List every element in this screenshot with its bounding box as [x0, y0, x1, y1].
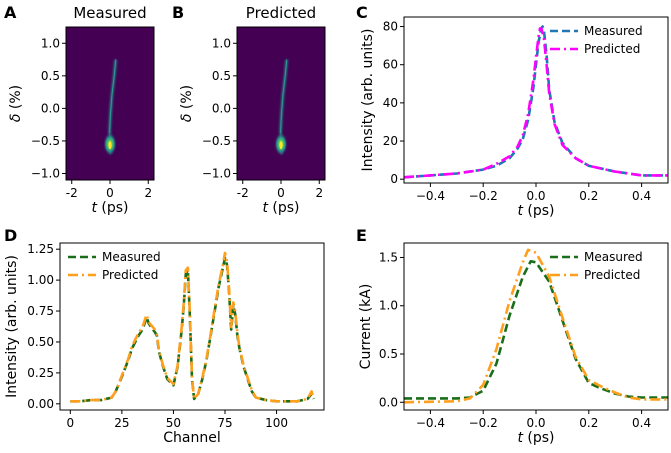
panel-letter-a: A — [4, 3, 17, 22]
x-tick-label: -2 — [66, 186, 78, 200]
y-tick-label: −0.5 — [31, 134, 60, 148]
panel-letter-b: B — [172, 3, 184, 22]
x-tick-label: −0.2 — [469, 189, 498, 203]
panel-b-heatmap: -2 0 2 −1.0 −0.5 0.0 0.5 1.0 t (ps) δ (%) — [179, 26, 326, 216]
y-tick-label: 1.5 — [379, 250, 398, 264]
panel-a-heatmap: -2 0 2 −1.0 −0.5 0.0 0.5 1.0 t (ps) δ (%) — [8, 26, 155, 216]
x-tick-label: -2 — [237, 186, 249, 200]
panel-e-line-chart: −0.4 −0.2 0.0 0.2 0.4 0.0 0.5 1.0 1.5 t (ps) Curre… — [358, 242, 669, 446]
y-tick-label: 1.25 — [27, 242, 54, 256]
x-tick-label: 2 — [315, 186, 323, 200]
panel-d-line-chart: 0 25 50 75 100 0.00 0.25 0.50 0.75 1.00 1.25 Channe… — [4, 242, 325, 446]
legend-label-predicted: Predicted — [102, 268, 158, 282]
x-tick-label: 0.2 — [579, 189, 598, 203]
y-tick-label: 0.5 — [41, 69, 60, 83]
y-tick-label: 1.0 — [41, 36, 60, 50]
heatmap-background — [237, 27, 325, 180]
x-tick-label: 0.4 — [632, 416, 651, 430]
x-tick-label: −0.2 — [469, 416, 498, 430]
x-tick-label: 100 — [265, 416, 288, 430]
series-line-predicted — [404, 248, 668, 404]
y-axis-label: δ (%) — [179, 85, 195, 122]
y-tick-label: 1.0 — [212, 36, 231, 50]
heatmap-background — [66, 27, 154, 180]
beam-core — [108, 141, 112, 150]
y-axis-label: Intensity (arb. units) — [4, 255, 20, 398]
plot-frame — [403, 16, 669, 184]
x-axis-label: t (ps) — [517, 203, 554, 219]
panel-letter-e: E — [356, 226, 367, 245]
legend-label-measured: Measured — [584, 250, 643, 264]
y-axis-label: δ (%) — [8, 85, 24, 122]
x-axis-label: t (ps) — [91, 200, 128, 216]
panel-b-title: Predicted — [246, 4, 316, 22]
plot-frame — [59, 242, 325, 411]
y-tick-label: 0.00 — [27, 397, 54, 411]
series-line-predicted — [404, 27, 668, 179]
y-axis-label: Intensity (arb. units) — [360, 29, 376, 172]
plot-frame — [65, 26, 155, 181]
legend-label-measured: Measured — [584, 24, 643, 38]
beam-core — [279, 141, 283, 150]
series-line-predicted — [70, 251, 315, 403]
y-tick-label: 0.0 — [41, 101, 60, 115]
y-tick-label: 0.75 — [27, 304, 54, 318]
y-tick-label: 1.0 — [379, 299, 398, 313]
y-tick-label: 0.0 — [212, 101, 231, 115]
y-tick-label: −1.0 — [31, 166, 60, 180]
panel-letter-d: D — [4, 226, 17, 245]
x-tick-label: −0.4 — [416, 189, 445, 203]
y-tick-label: 0.50 — [27, 335, 54, 349]
y-tick-label: 80 — [383, 20, 398, 34]
x-axis-label: t (ps) — [262, 200, 299, 216]
y-tick-label: −1.0 — [202, 166, 231, 180]
legend-label-measured: Measured — [102, 250, 161, 264]
legend-label-predicted: Predicted — [584, 268, 640, 282]
plot-frame — [236, 26, 326, 181]
y-tick-label: 1.00 — [27, 273, 54, 287]
x-axis-label: t (ps) — [517, 430, 554, 446]
y-axis-label: Current (kA) — [358, 284, 374, 370]
y-tick-label: 20 — [383, 134, 398, 148]
y-tick-label: 40 — [383, 96, 398, 110]
x-tick-label: −0.4 — [416, 416, 445, 430]
x-tick-label: 0 — [106, 186, 114, 200]
x-axis-label: Channel — [163, 430, 220, 446]
x-tick-label: 0 — [66, 416, 74, 430]
panel-c-line-chart: −0.4 −0.2 0.0 0.2 0.4 0 20 40 60 80 t (ps) Intensit… — [360, 16, 669, 219]
y-tick-label: −0.5 — [202, 134, 231, 148]
y-tick-label: 0 — [390, 172, 398, 186]
y-tick-label: 60 — [383, 58, 398, 72]
x-tick-label: 0.0 — [526, 189, 545, 203]
panel-a-title: Measured — [73, 4, 146, 22]
plot-frame — [403, 242, 669, 411]
x-tick-label: 25 — [114, 416, 129, 430]
x-tick-label: 0 — [277, 186, 285, 200]
x-tick-label: 2 — [144, 186, 152, 200]
x-tick-label: 0.4 — [632, 189, 651, 203]
x-tick-label: 0.2 — [579, 416, 598, 430]
y-tick-label: 0.5 — [212, 69, 231, 83]
y-tick-label: 0.25 — [27, 366, 54, 380]
x-tick-label: 0.0 — [526, 416, 545, 430]
panel-letter-c: C — [356, 3, 368, 22]
x-tick-label: 75 — [217, 416, 232, 430]
legend-label-predicted: Predicted — [584, 42, 640, 56]
y-tick-label: 0.5 — [379, 347, 398, 361]
x-tick-label: 50 — [166, 416, 181, 430]
y-tick-label: 0.0 — [379, 395, 398, 409]
